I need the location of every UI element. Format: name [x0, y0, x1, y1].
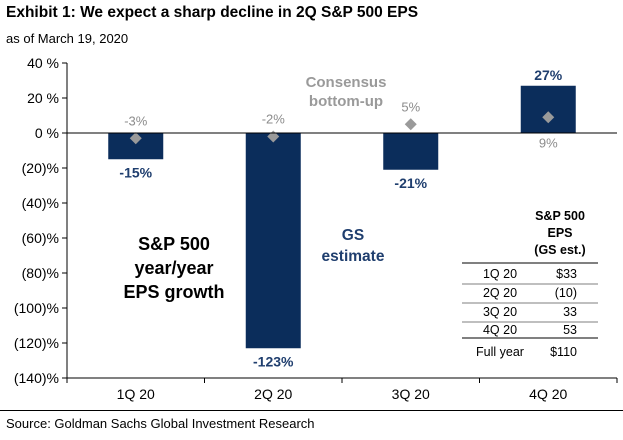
- x-tick-label: 1Q 20: [117, 386, 155, 402]
- eps-table-header-line1: S&P 500: [535, 209, 585, 223]
- gs-estimate-bar: [383, 133, 439, 170]
- y-tick-label: 40 %: [27, 55, 59, 71]
- gs-estimate-data-label: -15%: [119, 164, 152, 180]
- y-axis: 40 % 20 % 0 % (20)% (40)% (60)% (80)% (100)% (12…: [14, 55, 68, 386]
- y-tick-label: (140)%: [14, 370, 59, 386]
- eps-table-header-line3: (GS est.): [534, 243, 585, 257]
- chart-area: 40 % 20 % 0 % (20)% (40)% (60)% (80)% (100)% (12…: [14, 55, 618, 402]
- consensus-data-label: -2%: [262, 112, 286, 127]
- eps-table-rows: 1Q 20 $33 2Q 20 (10) 3Q 20 33 4Q 20 53 Full year…: [462, 267, 598, 359]
- growth-annotation-line1: S&P 500: [138, 234, 210, 254]
- eps-table: S&P 500 EPS (GS est.) 1Q 20 $33 2Q 20 (10) 3…: [462, 209, 598, 359]
- eps-table-period: 2Q 20: [483, 286, 517, 300]
- y-tick-label: 0 %: [35, 125, 59, 141]
- chart-subtitle: as of March 19, 2020: [6, 31, 129, 46]
- y-tick-label: (120)%: [14, 335, 59, 351]
- y-tick-label: (100)%: [14, 300, 59, 316]
- y-tick-label: (80)%: [22, 265, 59, 281]
- eps-table-value: $110: [550, 345, 577, 359]
- eps-table-period: 1Q 20: [483, 267, 517, 281]
- chart-title: Exhibit 1: We expect a sharp decline in …: [6, 4, 419, 21]
- growth-annotation-line3: EPS growth: [123, 282, 224, 302]
- consensus-marker: [404, 118, 417, 131]
- eps-table-value: $33: [556, 267, 577, 281]
- y-tick-label: 20 %: [27, 90, 59, 106]
- x-tick-label: 2Q 20: [254, 386, 292, 402]
- x-axis: 1Q 20 2Q 20 3Q 20 4Q 20: [66, 132, 618, 402]
- consensus-annotation-line1: Consensus: [306, 74, 387, 91]
- gs-estimate-bar: [520, 85, 576, 133]
- y-tick-label: (40)%: [22, 195, 59, 211]
- eps-table-period: 4Q 20: [483, 323, 517, 337]
- eps-table-header-line2: EPS: [547, 226, 572, 240]
- eps-table-value: 33: [563, 305, 577, 319]
- gs-estimate-data-label: -21%: [394, 175, 427, 191]
- eps-table-period: 3Q 20: [483, 305, 517, 319]
- footer-divider: [0, 410, 623, 411]
- source-note: Source: Goldman Sachs Global Investment …: [6, 416, 315, 431]
- consensus-data-label: 5%: [401, 99, 420, 114]
- consensus-data-label: -3%: [124, 113, 148, 128]
- gs-estimate-bar: [245, 133, 301, 349]
- eps-table-period: Full year: [476, 345, 524, 359]
- eps-table-value: (10): [555, 286, 577, 300]
- consensus-markers: -3% -2% 5% 9%: [124, 99, 558, 150]
- gs-estimate-data-label: 27%: [534, 67, 563, 83]
- gs-estimate-data-label: -123%: [253, 353, 294, 369]
- eps-table-value: 53: [563, 323, 577, 337]
- x-tick-label: 3Q 20: [392, 386, 430, 402]
- consensus-annotation-line2: bottom-up: [309, 93, 383, 110]
- gs-annotation-line2: estimate: [322, 248, 385, 265]
- x-tick-label: 4Q 20: [529, 386, 567, 402]
- consensus-data-label: 9%: [539, 135, 558, 150]
- growth-annotation-line2: year/year: [134, 258, 213, 278]
- bars: -15% -123% -21% 27%: [108, 67, 576, 369]
- y-tick-label: (60)%: [22, 230, 59, 246]
- consensus-marker: [542, 111, 555, 124]
- consensus-marker: [129, 132, 142, 145]
- gs-annotation-line1: GS: [342, 227, 364, 244]
- y-tick-label: (20)%: [22, 160, 59, 176]
